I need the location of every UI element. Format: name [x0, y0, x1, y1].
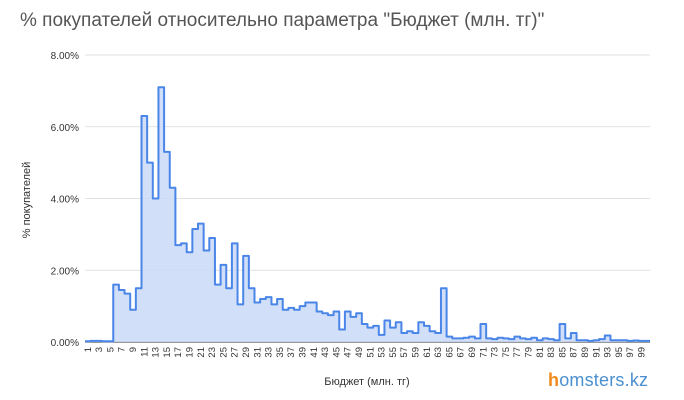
x-tick-label: 9: [128, 347, 139, 352]
x-tick-label: 45: [331, 347, 342, 358]
x-tick-label: 97: [625, 347, 636, 358]
x-tick-label: 73: [490, 347, 501, 358]
x-tick-label: 49: [354, 347, 365, 358]
x-tick-label: 7: [117, 347, 128, 352]
x-tick-label: 83: [546, 347, 557, 358]
y-axis-ticks: 0.00% 2.00% 4.00% 6.00% 8.00%: [51, 51, 79, 349]
x-tick-label: 35: [275, 347, 286, 358]
x-tick-label: 25: [218, 347, 229, 358]
y-tick-label: 0.00%: [51, 338, 79, 349]
brand-logo: homsters.kz: [548, 370, 648, 391]
x-tick-label: 85: [557, 347, 568, 358]
y-tick-label: 6.00%: [51, 123, 79, 134]
x-tick-label: 19: [185, 347, 196, 358]
x-tick-label: 57: [399, 347, 410, 358]
x-tick-label: 17: [173, 347, 184, 358]
x-tick-label: 41: [309, 347, 320, 358]
x-tick-label: 5: [105, 347, 116, 352]
x-tick-label: 21: [196, 347, 207, 358]
x-tick-label: 3: [94, 347, 105, 352]
y-tick-label: 4.00%: [51, 195, 79, 206]
x-tick-label: 15: [162, 347, 173, 358]
series-area: [85, 86, 650, 343]
y-tick-label: 8.00%: [51, 51, 79, 62]
brand-logo-h: h: [548, 370, 560, 390]
y-axis-label: % покупателей: [21, 162, 33, 239]
x-tick-label: 71: [478, 347, 489, 358]
x-tick-label: 27: [230, 347, 241, 358]
x-tick-label: 47: [343, 347, 354, 358]
x-tick-label: 61: [422, 347, 433, 358]
x-tick-label: 95: [614, 347, 625, 358]
series-line: [85, 86, 650, 343]
y-tick-label: 2.00%: [51, 266, 79, 277]
chart-title: % покупателей относительно параметра "Бю…: [20, 10, 545, 31]
x-tick-label: 75: [501, 347, 512, 358]
x-tick-label: 29: [241, 347, 252, 358]
x-tick-label: 33: [264, 347, 275, 358]
x-tick-label: 31: [252, 347, 263, 358]
x-tick-label: 77: [512, 347, 523, 358]
x-tick-label: 99: [637, 347, 648, 358]
x-tick-label: 55: [388, 347, 399, 358]
x-tick-label: 81: [535, 347, 546, 358]
x-tick-label: 91: [591, 347, 602, 358]
x-tick-label: 69: [467, 347, 478, 358]
x-tick-label: 23: [207, 347, 218, 358]
x-tick-label: 93: [603, 347, 614, 358]
x-axis-label: Бюджет (млн. тг): [324, 376, 409, 388]
x-tick-label: 59: [411, 347, 422, 358]
x-tick-label: 65: [444, 347, 455, 358]
x-tick-label: 51: [365, 347, 376, 358]
x-tick-label: 11: [139, 347, 150, 357]
x-tick-label: 43: [320, 347, 331, 358]
x-tick-label: 1: [83, 347, 94, 352]
x-tick-label: 89: [580, 347, 591, 358]
x-tick-label: 53: [377, 347, 388, 358]
x-tick-label: 13: [151, 347, 162, 358]
x-tick-label: 87: [569, 347, 580, 358]
x-tick-label: 37: [286, 347, 297, 358]
x-tick-label: 39: [298, 347, 309, 358]
x-tick-label: 67: [456, 347, 467, 358]
x-tick-label: 63: [433, 347, 444, 358]
x-axis-ticks: 1 3 5 7 9 11 13 15 17 19 21 23 25 27 29 31 33 35 37 39 41 43 4…: [83, 347, 648, 358]
brand-logo-text: omsters.kz: [559, 370, 649, 390]
x-tick-label: 79: [524, 347, 535, 358]
series-fill: [85, 87, 650, 342]
